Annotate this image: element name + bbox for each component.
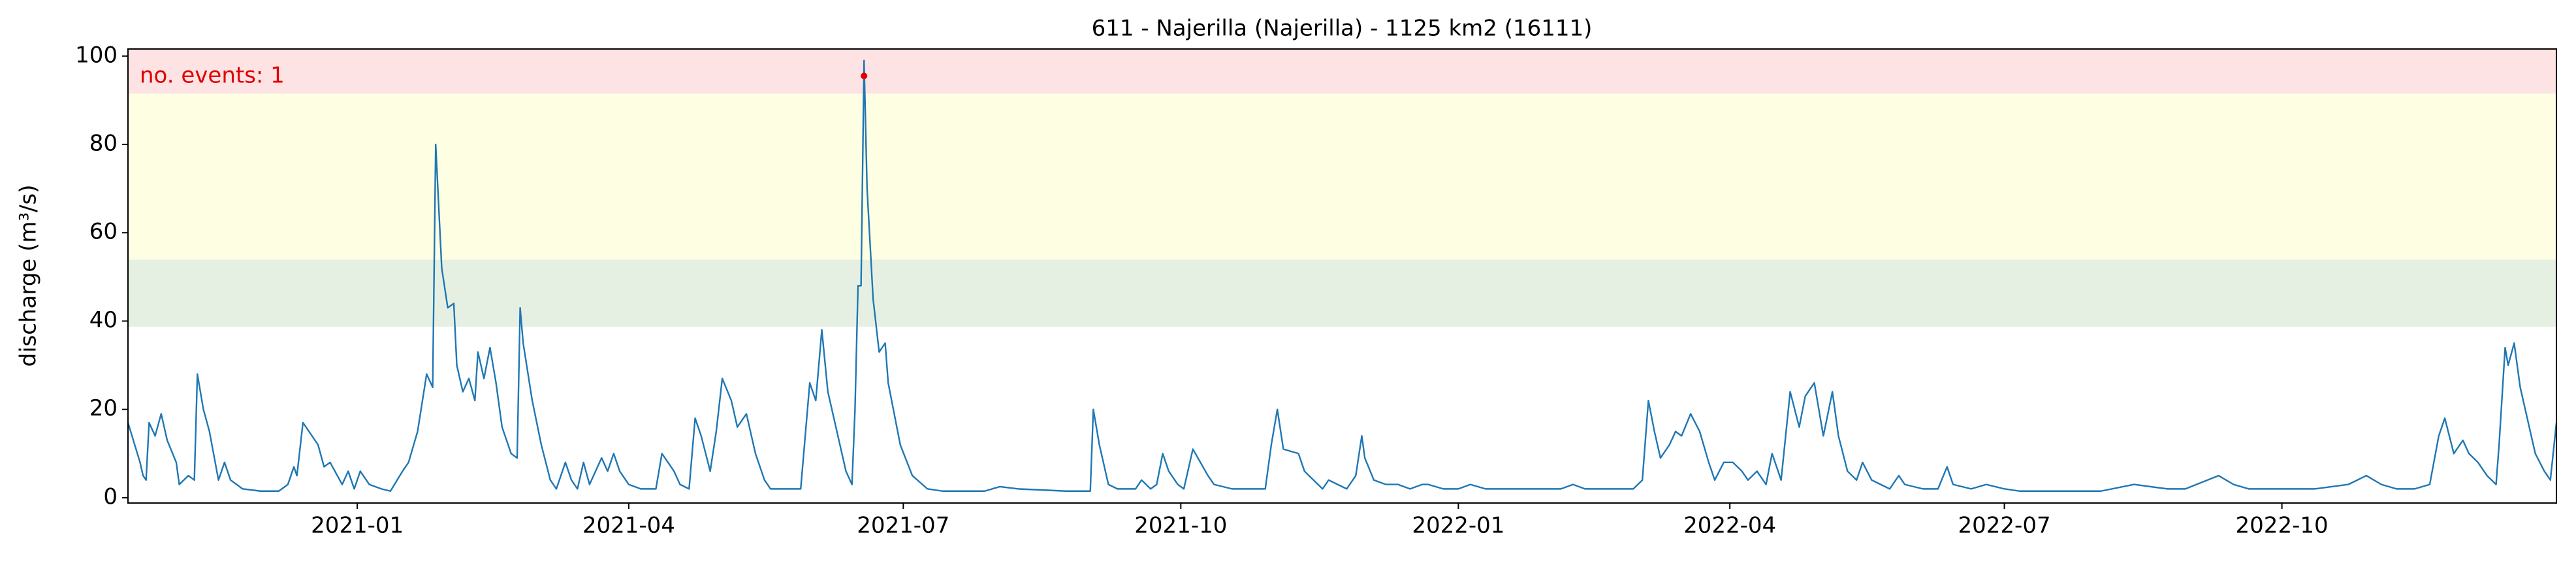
threshold-band — [128, 49, 2556, 94]
x-tick-label: 2022-01 — [1412, 513, 1504, 539]
x-tick-label: 2021-01 — [311, 513, 404, 539]
y-tick-label: 0 — [103, 483, 118, 510]
threshold-band — [128, 259, 2556, 327]
x-tick-label: 2021-07 — [857, 513, 949, 539]
y-tick-label: 20 — [89, 395, 118, 421]
x-tick-label: 2021-04 — [582, 513, 675, 539]
event-annotation: no. events: 1 — [140, 63, 285, 89]
x-tick-label: 2022-07 — [1958, 513, 2051, 539]
event-point — [861, 73, 868, 80]
threshold-band — [128, 93, 2556, 260]
plot-frame — [127, 48, 2557, 504]
y-tick-label: 40 — [89, 307, 118, 333]
y-axis-label: discharge (m³/s) — [16, 185, 42, 367]
x-tick-label: 2022-10 — [2236, 513, 2329, 539]
x-tick-label: 2021-10 — [1134, 513, 1227, 539]
y-tick-label: 80 — [89, 131, 118, 157]
x-tick-label: 2022-04 — [1683, 513, 1776, 539]
discharge-line — [127, 59, 2558, 492]
y-tick-label: 60 — [89, 219, 118, 245]
y-tick-label: 100 — [75, 42, 118, 68]
chart-title: 611 - Najerilla (Najerilla) - 1125 km2 (… — [1092, 16, 1593, 42]
